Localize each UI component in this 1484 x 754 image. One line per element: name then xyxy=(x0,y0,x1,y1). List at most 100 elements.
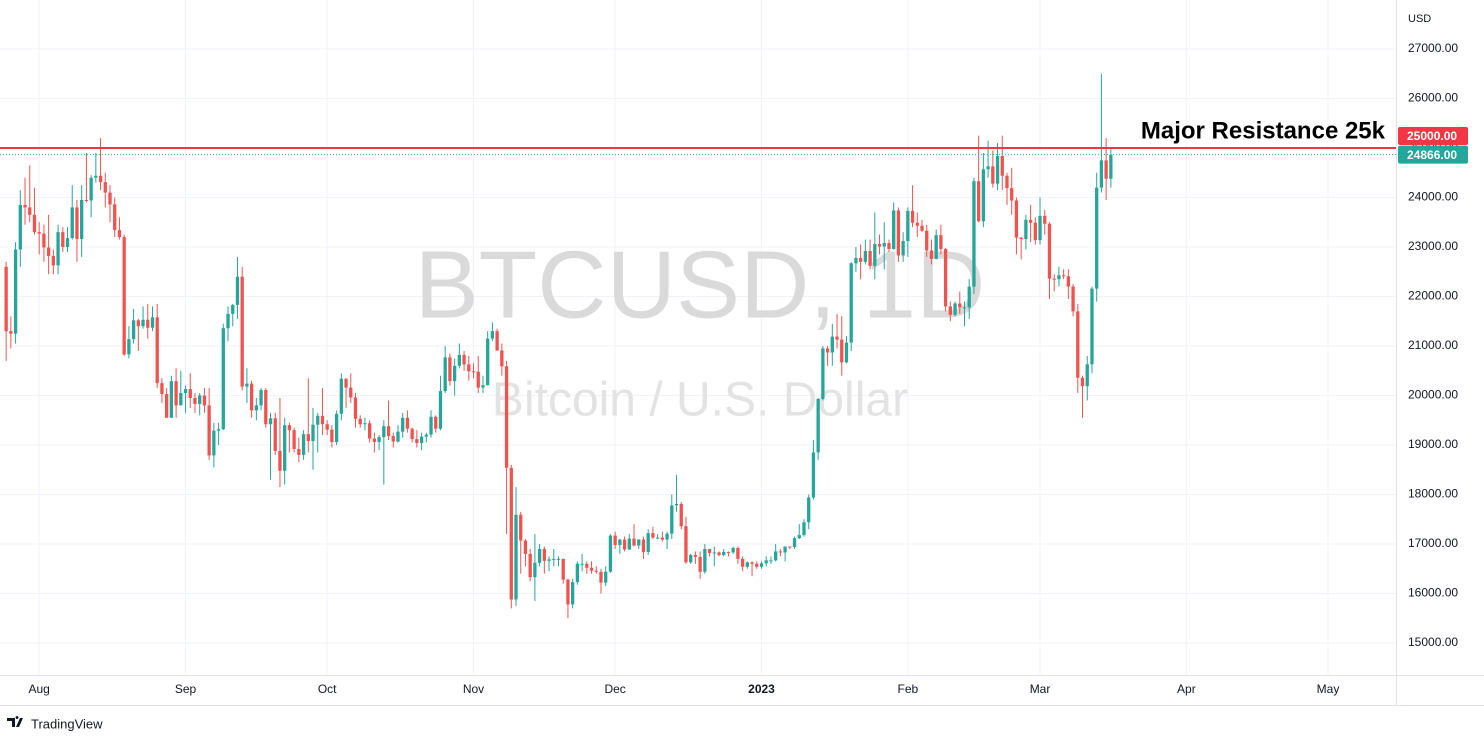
resistance-price-label: 25000.00 xyxy=(1407,129,1457,143)
candle-body xyxy=(802,522,806,536)
candle-body xyxy=(1038,215,1042,241)
candle-body xyxy=(207,405,211,456)
candle-body xyxy=(613,535,617,546)
candle-body xyxy=(504,366,509,468)
candle-body xyxy=(46,247,51,256)
candle-body xyxy=(245,383,249,387)
candle-body xyxy=(108,192,112,205)
candle-body xyxy=(637,539,641,546)
candle-body xyxy=(495,331,499,351)
candle-body xyxy=(703,548,707,572)
candle-body xyxy=(901,241,905,256)
logo-icon xyxy=(7,716,23,727)
candle-body xyxy=(821,348,825,399)
candle-body xyxy=(523,540,528,554)
candle-body xyxy=(783,546,787,553)
candle-body xyxy=(386,426,391,437)
candle-body xyxy=(486,338,490,386)
candle-body xyxy=(618,539,622,546)
candle-body xyxy=(849,263,853,343)
candle-body xyxy=(306,434,310,442)
candle-body xyxy=(877,244,882,247)
candle-body xyxy=(1109,154,1113,179)
watermark-subtitle: Bitcoin / U.S. Dollar xyxy=(492,374,908,427)
y-tick-label: 17000.00 xyxy=(1408,536,1458,550)
candle-body xyxy=(4,266,8,332)
candle-body xyxy=(334,413,339,443)
y-tick-label: 15000.00 xyxy=(1408,635,1458,649)
candle-body xyxy=(136,320,140,327)
candle-body xyxy=(363,423,367,425)
candle-body xyxy=(816,398,820,453)
candle-body xyxy=(1095,187,1099,289)
resistance-tag xyxy=(1398,127,1468,146)
candle-body xyxy=(981,169,986,222)
candle-body xyxy=(1090,288,1094,365)
watermark-title: BTCUSD, 1D xyxy=(415,231,986,338)
candle-body xyxy=(958,303,962,308)
candle-body xyxy=(571,582,575,605)
candle-body xyxy=(509,467,513,600)
candle-body xyxy=(164,394,169,418)
candle-body xyxy=(788,546,792,548)
candle-body xyxy=(1057,275,1061,280)
candle-body xyxy=(684,526,688,563)
candle-body xyxy=(150,317,155,328)
candle-body xyxy=(533,562,537,578)
candle-body xyxy=(792,538,797,547)
candle-body xyxy=(627,538,631,550)
candle-body xyxy=(655,537,660,539)
candle-body xyxy=(750,562,754,564)
x-tick-label: May xyxy=(1317,682,1340,696)
candle-body xyxy=(141,319,145,327)
candle-body xyxy=(292,430,296,449)
candle-body xyxy=(986,166,990,170)
candle-body xyxy=(316,415,320,425)
candle-body xyxy=(1033,222,1037,241)
candle-body xyxy=(825,348,830,353)
candle-body xyxy=(198,395,202,404)
y-tick-label: 21000.00 xyxy=(1408,338,1458,352)
candle-body xyxy=(254,405,259,411)
x-tick-label: Oct xyxy=(318,682,337,696)
candle-body xyxy=(712,552,716,554)
candle-body xyxy=(651,533,655,538)
candle-body xyxy=(920,225,924,231)
candle-body xyxy=(844,342,849,363)
candle-body xyxy=(580,563,584,565)
x-tick-label: Sep xyxy=(175,682,197,696)
y-tick-label: 19000.00 xyxy=(1408,437,1458,451)
candle-body xyxy=(552,558,556,560)
last-price-tag xyxy=(1398,145,1468,164)
candle-body xyxy=(452,365,457,382)
candle-body xyxy=(1024,219,1028,240)
candle-body xyxy=(991,166,995,184)
candle-body xyxy=(1005,175,1009,189)
candle-body xyxy=(707,548,712,553)
candle-body xyxy=(98,175,103,183)
candle-body xyxy=(1066,276,1071,287)
candle-body xyxy=(755,563,759,567)
candle-body xyxy=(731,547,735,553)
currency-label: USD xyxy=(1408,13,1431,25)
y-tick-label: 24000.00 xyxy=(1408,190,1458,204)
candle-body xyxy=(231,304,235,314)
candle-body xyxy=(330,429,334,443)
candle-body xyxy=(372,438,377,443)
candle-body xyxy=(438,391,443,429)
candle-body xyxy=(1052,278,1056,280)
x-tick-label: Mar xyxy=(1030,682,1051,696)
candle-body xyxy=(1047,223,1052,279)
candle-body xyxy=(70,207,74,239)
candle-body xyxy=(689,554,693,563)
candle-body xyxy=(410,428,414,440)
candle-body xyxy=(608,535,613,572)
candle-body xyxy=(840,339,844,363)
candle-body xyxy=(528,553,532,578)
candle-body xyxy=(259,390,263,406)
candle-body xyxy=(37,232,41,234)
candle-body xyxy=(226,313,230,329)
candle-body xyxy=(268,418,273,425)
candle-body xyxy=(103,182,107,193)
candle-body xyxy=(854,257,858,264)
